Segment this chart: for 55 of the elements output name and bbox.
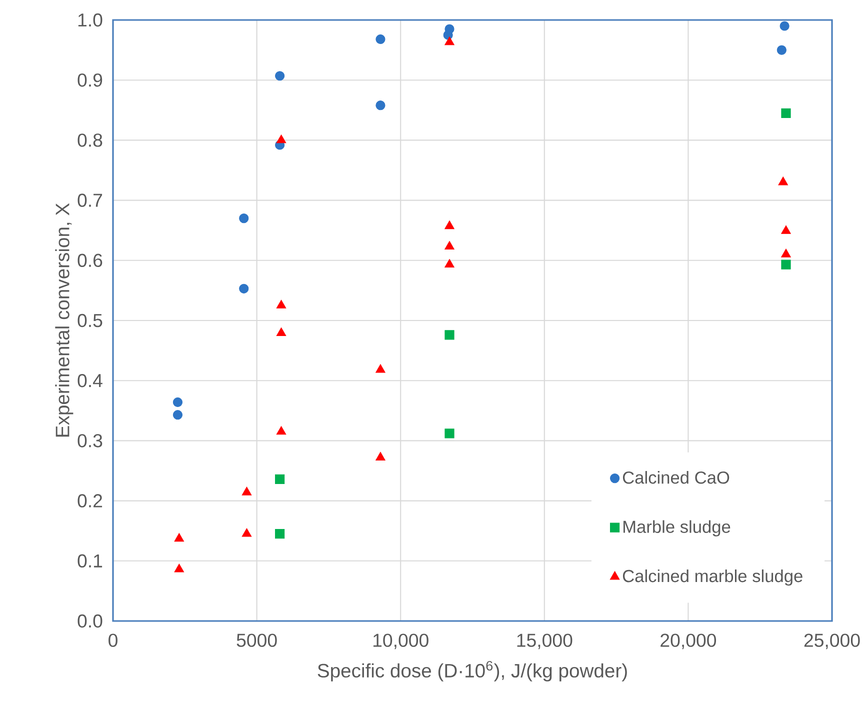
point	[172, 397, 183, 408]
point	[781, 248, 791, 258]
y-tick-label: 0.6	[78, 254, 102, 268]
point	[276, 134, 286, 144]
y-tick-label: 0.3	[78, 434, 102, 448]
point	[275, 474, 285, 484]
point	[781, 108, 791, 118]
point	[444, 240, 454, 250]
y-tick-label: 0.5	[78, 314, 102, 328]
point	[239, 284, 249, 294]
point	[376, 100, 386, 110]
y-tick-label: 0.0	[78, 614, 102, 628]
point	[444, 36, 454, 46]
x-axis-title: Specific dose (D·10$^{6}$), J/(kg powder)	[318, 660, 627, 682]
point	[276, 328, 286, 336]
y-tick-label: 0.1	[78, 554, 102, 568]
x-tick-label: 25,000	[804, 634, 860, 650]
point	[376, 452, 386, 460]
point	[242, 528, 252, 537]
point	[275, 71, 285, 81]
legend-label: Calcined CaO	[622, 471, 730, 484]
point	[376, 364, 386, 373]
point	[780, 21, 790, 31]
legend-label: Marble sludge	[624, 520, 730, 536]
point	[239, 214, 249, 224]
point	[444, 220, 454, 230]
legend-label: Calcined marble sludge	[622, 569, 802, 586]
point	[444, 24, 454, 34]
point	[778, 176, 788, 186]
y-tick-label: 0.9	[78, 73, 102, 87]
y-tick-label: 0.4	[78, 374, 102, 388]
y-tick-label: 0.7	[78, 194, 102, 207]
point	[174, 564, 184, 572]
x-tick-label: 0	[108, 634, 118, 647]
y-axis-title: Experimental conversion, X	[55, 203, 74, 437]
x-tick-label: 10,000	[373, 634, 428, 650]
point	[276, 426, 286, 435]
point	[444, 428, 454, 438]
point	[781, 260, 791, 270]
point	[276, 300, 286, 308]
point	[444, 330, 454, 340]
y-tick-label: 0.8	[78, 134, 102, 147]
x-tick-label: 5000	[236, 634, 277, 647]
point	[242, 486, 252, 496]
point	[781, 225, 791, 234]
y-tick-label: 1.0	[78, 13, 102, 27]
point	[174, 533, 184, 542]
point	[275, 529, 285, 539]
x-tick-label: 15,000	[517, 634, 572, 650]
point	[376, 34, 386, 44]
y-tick-label: 0.2	[78, 494, 102, 508]
point	[776, 45, 786, 55]
x-tick-label: 20,000	[660, 634, 716, 650]
point	[172, 410, 183, 420]
point	[444, 259, 454, 268]
